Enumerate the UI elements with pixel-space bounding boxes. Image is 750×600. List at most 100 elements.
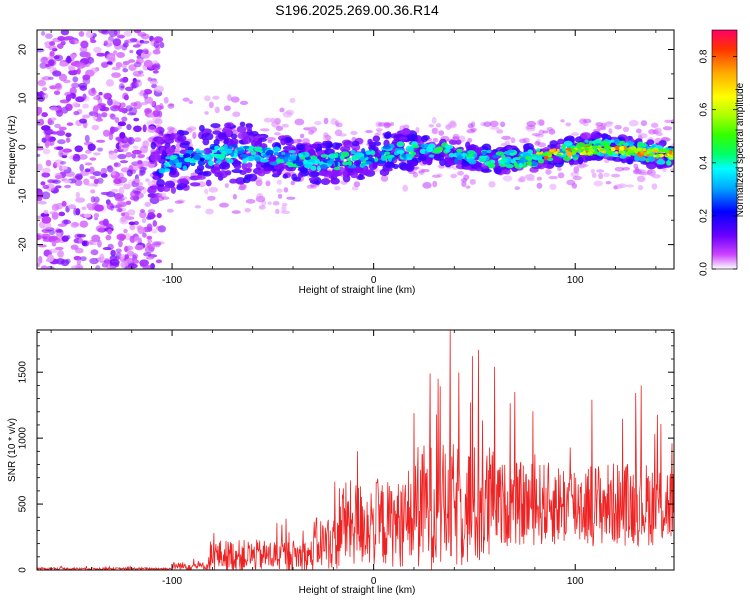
heatmap-cell <box>95 118 104 122</box>
heatmap-cell <box>78 154 88 160</box>
heatmap-cell <box>420 144 425 148</box>
heatmap-cell <box>308 177 318 182</box>
heatmap-cell <box>139 259 149 267</box>
heatmap-cell <box>314 120 322 126</box>
heatmap-cell <box>627 152 631 156</box>
heatmap-cell <box>421 135 428 143</box>
heatmap-cell <box>47 254 54 262</box>
heatmap-cell <box>372 135 381 142</box>
heatmap-cell <box>375 128 383 132</box>
heatmap-cell <box>58 73 68 82</box>
heatmap-cell <box>263 167 273 172</box>
heatmap-cell <box>549 149 555 153</box>
heatmap-cell <box>37 196 43 202</box>
heatmap-cell <box>124 254 129 260</box>
heatmap-cell <box>545 164 554 170</box>
heatmap-cell <box>350 130 358 136</box>
heatmap-cell <box>138 173 144 177</box>
heatmap-cell <box>583 118 592 124</box>
heatmap-cell <box>51 212 59 220</box>
heatmap-cell <box>303 159 309 165</box>
heatmap-cell <box>282 173 288 179</box>
heatmap-cell <box>596 151 601 156</box>
heatmap-cell <box>587 151 591 156</box>
heatmap-cell <box>537 142 547 148</box>
heatmap-cell <box>149 185 159 190</box>
heatmap-cell <box>619 146 626 151</box>
heatmap-cell <box>543 155 549 160</box>
heatmap-cell <box>72 155 81 162</box>
heatmap-cell <box>435 123 442 128</box>
heatmap-cell <box>105 53 116 62</box>
heatmap-cell <box>457 170 465 176</box>
heatmap-cell <box>364 161 373 165</box>
heatmap-cell <box>122 183 131 190</box>
heatmap-cell <box>102 92 111 100</box>
heatmap-cell <box>523 143 534 151</box>
heatmap-cell <box>65 57 72 64</box>
heatmap-cell <box>224 183 229 189</box>
heatmap-cell <box>202 138 210 146</box>
heatmap-cell <box>57 223 67 227</box>
heatmap-cell <box>236 125 247 133</box>
heatmap-cell <box>209 161 214 165</box>
heatmap-cell <box>605 180 612 185</box>
heatmap-cell <box>568 158 575 166</box>
heatmap-cell <box>204 132 214 141</box>
heatmap-cell <box>530 156 537 160</box>
heatmap-cell <box>154 118 163 125</box>
heatmap-cell <box>103 40 108 46</box>
heatmap-cell <box>199 157 205 162</box>
heatmap-cell <box>212 130 222 135</box>
heatmap-cell <box>179 142 190 149</box>
heatmap-cell <box>461 181 467 187</box>
heatmap-cell <box>599 148 606 152</box>
heatmap-cell <box>455 139 462 145</box>
heatmap-cell <box>117 125 122 130</box>
heatmap-cell <box>566 179 576 186</box>
heatmap-cell <box>527 156 533 162</box>
heatmap-cell <box>566 151 573 157</box>
heatmap-cell <box>297 172 304 178</box>
heatmap-cell <box>492 154 499 159</box>
heatmap-cell <box>361 170 373 175</box>
heatmap-cell <box>167 126 175 131</box>
heatmap-cell <box>591 134 601 140</box>
heatmap-cell <box>573 166 580 174</box>
heatmap-cell <box>233 163 242 170</box>
heatmap-cell <box>88 242 98 246</box>
heatmap-cell <box>130 102 138 107</box>
heatmap-cell <box>183 153 191 158</box>
heatmap-cell <box>530 161 538 167</box>
heatmap-cell <box>110 265 116 269</box>
heatmap-cell <box>229 138 239 146</box>
heatmap-cell <box>468 160 477 165</box>
heatmap-cell <box>59 61 69 67</box>
heatmap-cell <box>580 148 584 152</box>
heatmap-cell <box>110 249 116 257</box>
heatmap-cell <box>118 83 125 91</box>
heatmap-cell <box>79 85 88 91</box>
heatmap-cell <box>467 123 474 129</box>
heatmap-cell <box>230 133 238 139</box>
heatmap-cell <box>281 205 287 212</box>
heatmap-cell <box>620 140 625 145</box>
heatmap-cell <box>176 135 184 142</box>
heatmap-cell <box>270 117 276 124</box>
heatmap-cell <box>179 154 184 158</box>
heatmap-cell <box>214 145 220 150</box>
heatmap-cell <box>48 45 57 51</box>
heatmap-cell <box>549 183 557 191</box>
heatmap-cell <box>266 149 274 155</box>
heatmap-cell <box>254 140 263 148</box>
heatmap-cell <box>84 168 91 173</box>
heatmap-cell <box>588 140 594 145</box>
heatmap-cell <box>41 125 51 131</box>
heatmap-cell <box>519 138 527 144</box>
heatmap-cell <box>85 30 94 38</box>
bottom-x-axis-label: Height of straight line (km) <box>299 585 416 596</box>
heatmap-cell <box>445 148 451 153</box>
heatmap-cell <box>245 199 256 204</box>
